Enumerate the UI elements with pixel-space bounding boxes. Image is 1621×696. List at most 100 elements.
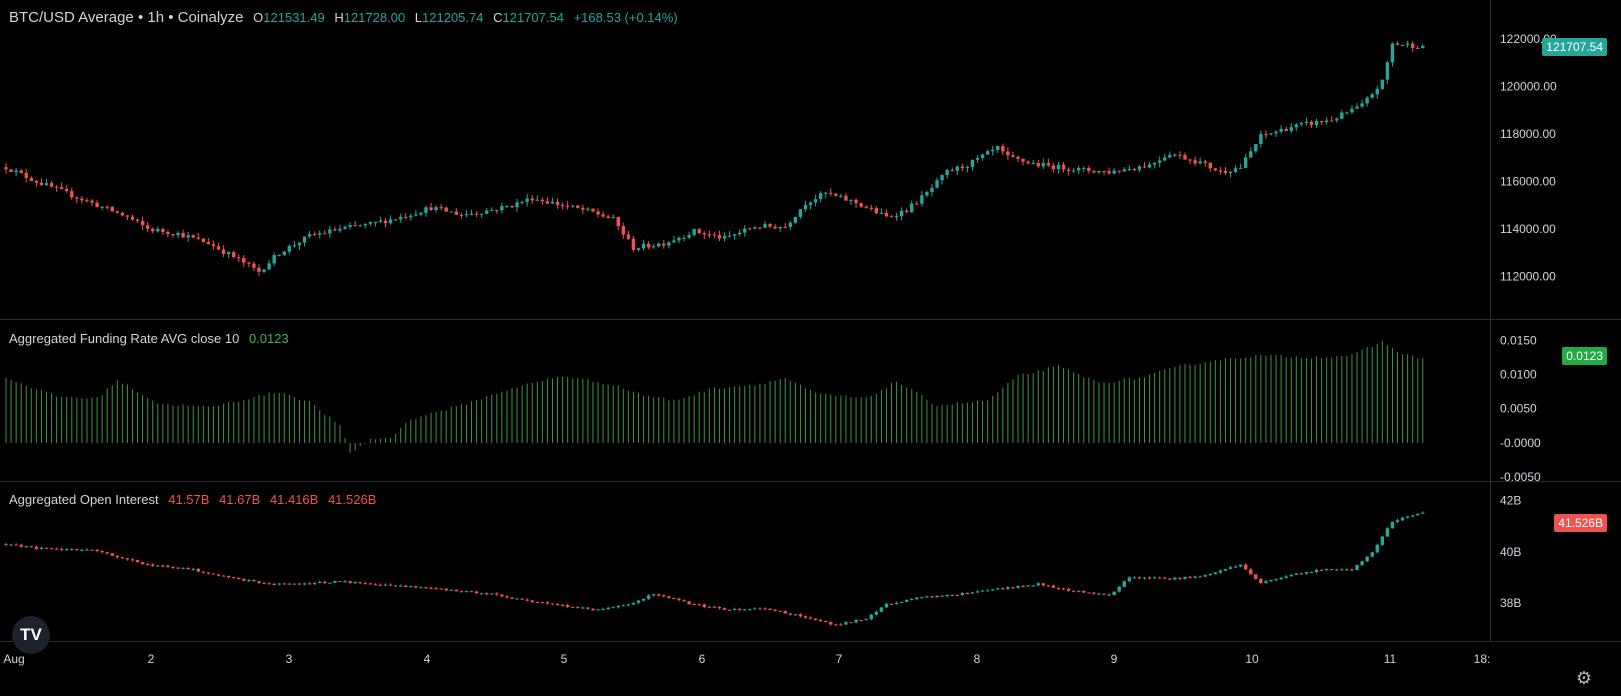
candle-body <box>813 618 818 621</box>
candle-body <box>135 560 140 563</box>
candle-body <box>753 608 757 610</box>
candle-body <box>743 228 747 233</box>
candle-body <box>985 151 990 155</box>
candle-body <box>581 607 585 609</box>
candle-body <box>90 549 94 551</box>
tradingview-logo[interactable]: TV <box>12 616 50 654</box>
candle-body <box>1304 572 1309 574</box>
candle-body <box>1147 577 1152 579</box>
candle-body <box>555 604 560 606</box>
price-candles <box>4 40 1425 276</box>
candle-body <box>596 609 600 611</box>
candle-body <box>419 587 423 589</box>
candle-body <box>444 207 448 212</box>
candle-body <box>864 206 868 208</box>
candle-body <box>70 549 74 551</box>
candle-body <box>1031 585 1035 587</box>
candle-body <box>768 608 772 610</box>
candle-body <box>363 583 367 585</box>
candle-body <box>1006 587 1010 589</box>
candle-body <box>1193 576 1197 578</box>
low-value: 121205.74 <box>422 10 484 25</box>
candle-body <box>626 604 631 606</box>
candle-body <box>1360 561 1364 566</box>
candle-body <box>1107 594 1111 596</box>
candle-body <box>621 226 626 235</box>
high-value: 121728.00 <box>343 10 406 25</box>
oi-y-tick: 40B <box>1500 545 1521 559</box>
candle-body <box>166 565 170 568</box>
candle-body <box>935 595 939 598</box>
candle-body <box>1274 579 1278 581</box>
candle-body <box>226 252 231 254</box>
candle-body <box>844 195 848 201</box>
candle-body <box>221 249 226 254</box>
candle-body <box>404 216 408 218</box>
candle-body <box>849 199 853 201</box>
gear-icon[interactable]: ⚙ <box>1575 668 1593 688</box>
candle-body <box>1051 585 1056 588</box>
candle-body <box>191 568 195 570</box>
candle-body <box>510 597 514 599</box>
candle-body <box>788 222 792 227</box>
candle-body <box>571 205 575 207</box>
candle-body <box>1385 528 1390 537</box>
candle-body <box>1168 154 1172 158</box>
candle-body <box>1375 544 1379 553</box>
candle-body <box>232 577 236 579</box>
candle-body <box>530 198 534 201</box>
candle-body <box>287 583 292 585</box>
candle-body <box>1183 576 1187 579</box>
candle-body <box>616 605 620 608</box>
candle-body <box>302 236 307 243</box>
candle-body <box>1259 578 1263 584</box>
candle-body <box>368 583 373 585</box>
candle-body <box>419 212 423 215</box>
candle-body <box>702 233 706 235</box>
candle-body <box>621 605 626 607</box>
candle-body <box>1405 43 1410 45</box>
candle-body <box>910 599 914 601</box>
candle-body <box>85 200 89 202</box>
candle-body <box>145 564 150 566</box>
candle-body <box>110 553 114 556</box>
candle-body <box>697 229 701 234</box>
candle-body <box>839 195 843 197</box>
candle-body <box>1213 168 1218 171</box>
candle-body <box>930 596 934 598</box>
candle-body <box>1299 122 1304 125</box>
candle-body <box>1254 574 1258 579</box>
candle-body <box>505 205 509 207</box>
candle-body <box>201 571 206 573</box>
candle-body <box>404 585 408 587</box>
candle-body <box>95 549 99 552</box>
candle-body <box>738 609 742 611</box>
candle-body <box>550 603 555 605</box>
x-tick-label: 3 <box>286 652 293 666</box>
candle-body <box>312 234 317 236</box>
candle-body <box>854 199 858 204</box>
candle-body <box>125 558 130 560</box>
candle-body <box>970 159 975 167</box>
candle-body <box>469 591 474 593</box>
candle-body <box>1036 583 1040 586</box>
candle-body <box>712 606 717 608</box>
candle-body <box>1097 593 1101 595</box>
candle-body <box>1132 577 1137 579</box>
candle-body <box>424 207 428 213</box>
candle-body <box>798 614 803 617</box>
candle-body <box>221 575 226 577</box>
candle-body <box>530 600 534 602</box>
candle-body <box>100 206 104 208</box>
candle-body <box>206 242 211 245</box>
candle-body <box>485 593 489 595</box>
candle-body <box>940 175 944 181</box>
candle-body <box>651 246 656 248</box>
candle-body <box>393 585 398 587</box>
candle-body <box>434 588 438 590</box>
candle-body <box>808 617 813 619</box>
candle-body <box>1208 574 1212 576</box>
candle-body <box>338 580 342 582</box>
candle-body <box>338 228 342 231</box>
